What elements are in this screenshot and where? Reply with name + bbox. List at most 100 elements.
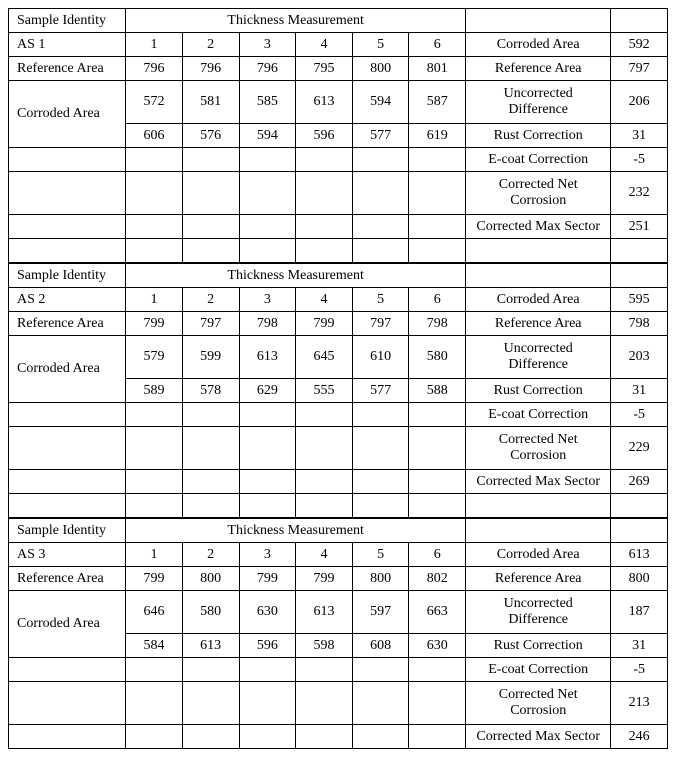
side-value: 592 — [611, 33, 668, 57]
side-value: 187 — [611, 591, 668, 634]
data-cell: 580 — [182, 591, 239, 634]
data-cell: 800 — [352, 567, 409, 591]
data-cell: 796 — [126, 57, 183, 81]
side-value: -5 — [611, 148, 668, 172]
side-label: Corroded Area — [466, 33, 611, 57]
col-header: 2 — [182, 33, 239, 57]
col-header: 1 — [126, 33, 183, 57]
side-value: 595 — [611, 288, 668, 312]
side-value: 203 — [611, 336, 668, 379]
data-cell: 596 — [239, 634, 296, 658]
col-header: 5 — [352, 33, 409, 57]
tables-container: Sample IdentityThickness MeasurementAS 1… — [8, 8, 668, 749]
side-label: Corrected Max Sector — [466, 470, 611, 494]
data-cell: 799 — [296, 312, 353, 336]
data-cell: 613 — [296, 81, 353, 124]
col-header: 6 — [409, 288, 466, 312]
data-cell: 585 — [239, 81, 296, 124]
data-cell: 589 — [126, 379, 183, 403]
data-cell: 576 — [182, 124, 239, 148]
data-cell: 594 — [239, 124, 296, 148]
sample-table: Sample IdentityThickness MeasurementAS 2… — [8, 263, 668, 518]
side-label: UncorrectedDifference — [466, 81, 611, 124]
col-header: 4 — [296, 543, 353, 567]
side-value: 797 — [611, 57, 668, 81]
data-cell: 597 — [352, 591, 409, 634]
row-label: Corroded Area — [9, 591, 126, 658]
side-label: Reference Area — [466, 567, 611, 591]
col-header: 1 — [126, 288, 183, 312]
side-label: Corroded Area — [466, 543, 611, 567]
col-header: 5 — [352, 288, 409, 312]
side-label: Corrected NetCorrosion — [466, 172, 611, 215]
side-label: UncorrectedDifference — [466, 591, 611, 634]
col-header: 1 — [126, 543, 183, 567]
side-value: -5 — [611, 658, 668, 682]
header-sample-identity: Sample Identity — [9, 264, 126, 288]
side-label: E-coat Correction — [466, 658, 611, 682]
data-cell: 588 — [409, 379, 466, 403]
side-value: 213 — [611, 682, 668, 725]
side-value: 206 — [611, 81, 668, 124]
col-header: 6 — [409, 33, 466, 57]
col-header: 3 — [239, 33, 296, 57]
header-sample-identity: Sample Identity — [9, 9, 126, 33]
col-header: 2 — [182, 288, 239, 312]
data-cell: 801 — [409, 57, 466, 81]
data-cell: 613 — [296, 591, 353, 634]
data-cell: 797 — [182, 312, 239, 336]
side-label: Corrected Max Sector — [466, 215, 611, 239]
col-header: 2 — [182, 543, 239, 567]
row-label: Reference Area — [9, 312, 126, 336]
data-cell: 797 — [352, 312, 409, 336]
data-cell: 579 — [126, 336, 183, 379]
side-label: E-coat Correction — [466, 148, 611, 172]
side-value: -5 — [611, 403, 668, 427]
data-cell: 606 — [126, 124, 183, 148]
data-cell: 577 — [352, 379, 409, 403]
side-label: Rust Correction — [466, 634, 611, 658]
data-cell: 629 — [239, 379, 296, 403]
data-cell: 596 — [296, 124, 353, 148]
data-cell: 799 — [126, 312, 183, 336]
side-value: 246 — [611, 725, 668, 749]
col-header: 3 — [239, 288, 296, 312]
side-label: Corrected NetCorrosion — [466, 682, 611, 725]
data-cell: 598 — [296, 634, 353, 658]
header-thickness: Thickness Measurement — [126, 264, 466, 288]
data-cell: 587 — [409, 81, 466, 124]
side-value: 31 — [611, 634, 668, 658]
sample-id: AS 1 — [9, 33, 126, 57]
data-cell: 630 — [409, 634, 466, 658]
col-header: 6 — [409, 543, 466, 567]
sample-id: AS 3 — [9, 543, 126, 567]
sample-table: Sample IdentityThickness MeasurementAS 3… — [8, 518, 668, 749]
data-cell: 619 — [409, 124, 466, 148]
col-header: 4 — [296, 33, 353, 57]
data-cell: 798 — [239, 312, 296, 336]
header-thickness: Thickness Measurement — [126, 519, 466, 543]
side-value: 798 — [611, 312, 668, 336]
data-cell: 594 — [352, 81, 409, 124]
data-cell: 630 — [239, 591, 296, 634]
data-cell: 578 — [182, 379, 239, 403]
data-cell: 799 — [296, 567, 353, 591]
data-cell: 613 — [239, 336, 296, 379]
data-cell: 577 — [352, 124, 409, 148]
data-cell: 799 — [126, 567, 183, 591]
data-cell: 581 — [182, 81, 239, 124]
side-value: 232 — [611, 172, 668, 215]
row-label: Corroded Area — [9, 336, 126, 403]
data-cell: 613 — [182, 634, 239, 658]
data-cell: 663 — [409, 591, 466, 634]
data-cell: 580 — [409, 336, 466, 379]
side-label: Corroded Area — [466, 288, 611, 312]
side-value: 251 — [611, 215, 668, 239]
data-cell: 610 — [352, 336, 409, 379]
side-value: 613 — [611, 543, 668, 567]
side-label: E-coat Correction — [466, 403, 611, 427]
sample-table: Sample IdentityThickness MeasurementAS 1… — [8, 8, 668, 263]
side-label: Reference Area — [466, 312, 611, 336]
side-label: Rust Correction — [466, 379, 611, 403]
row-label: Reference Area — [9, 567, 126, 591]
